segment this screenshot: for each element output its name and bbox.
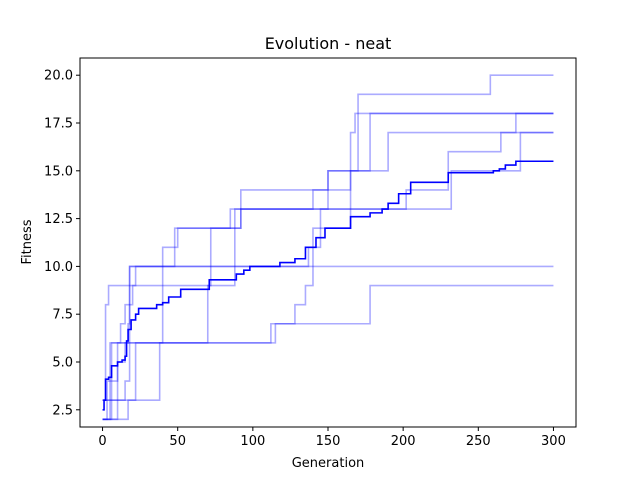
y-tick-label: 12.5	[44, 212, 73, 227]
y-tick-label: 5.0	[52, 355, 73, 370]
x-axis-ticks: 0 50 100 150 200 250 300	[98, 427, 566, 449]
x-tick-label: 250	[466, 434, 491, 449]
y-tick-label: 10.0	[44, 260, 73, 275]
x-tick-label: 150	[316, 434, 341, 449]
x-tick-label: 0	[98, 434, 106, 449]
y-tick-label: 15.0	[44, 164, 73, 179]
run-line-3	[102, 112, 554, 421]
mean-layer	[102, 160, 554, 411]
x-tick-label: 200	[391, 434, 416, 449]
run-line-8	[102, 284, 554, 402]
run-line-6	[102, 131, 554, 402]
y-axis-ticks: 2.5 5.0 7.5 10.0 12.5 15.0 17.5 20.0	[44, 69, 80, 418]
run-line-1	[102, 265, 554, 402]
x-tick-label: 100	[240, 434, 265, 449]
run-line-7	[102, 112, 554, 421]
x-axis-label: Generation	[292, 456, 365, 471]
x-tick-label: 300	[541, 434, 566, 449]
y-tick-label: 20.0	[44, 69, 73, 84]
y-axis-label: Fitness	[20, 219, 35, 264]
mean-fitness-line	[102, 160, 554, 411]
chart-title: Evolution - neat	[265, 34, 392, 53]
y-tick-label: 7.5	[52, 308, 73, 323]
x-tick-label: 50	[169, 434, 186, 449]
run-line-2	[102, 112, 554, 421]
y-tick-label: 2.5	[52, 403, 73, 418]
y-tick-label: 17.5	[44, 117, 73, 132]
run-line-5	[102, 131, 554, 421]
runs-layer	[102, 74, 554, 421]
